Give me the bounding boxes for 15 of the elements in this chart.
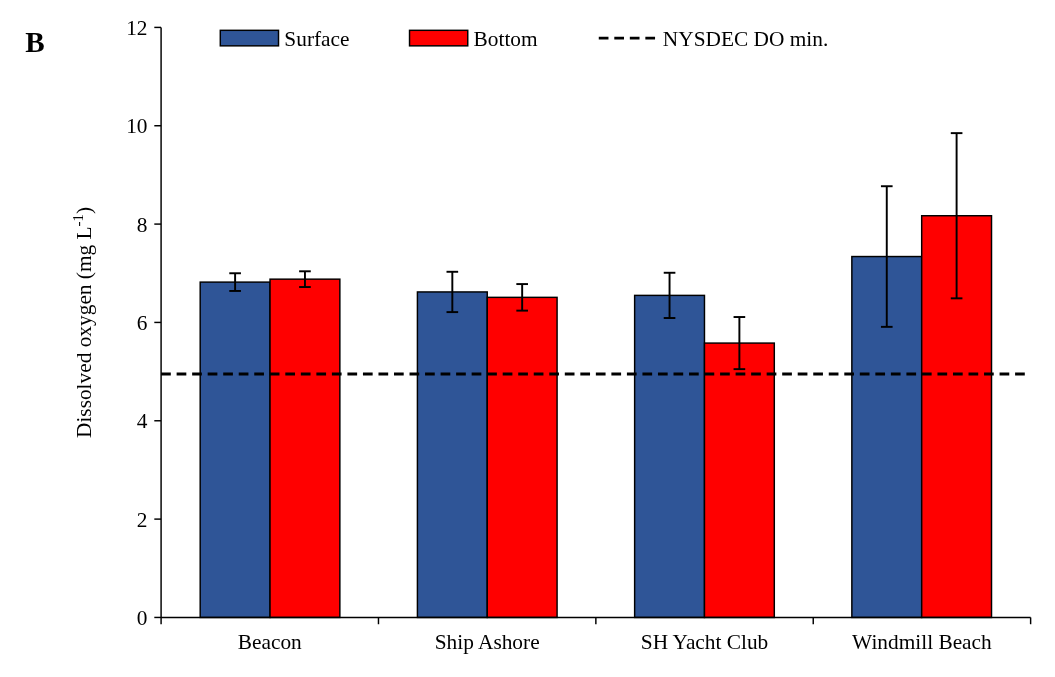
chart-title: B	[25, 25, 45, 58]
y-tick-label: 10	[126, 114, 148, 139]
x-tick-label: SH Yacht Club	[640, 630, 769, 655]
x-tick-label: Ship Ashore	[434, 630, 540, 655]
x-tick-label: Windmill Beach	[852, 630, 993, 655]
y-tick-label: 8	[136, 212, 148, 237]
y-tick-label: 2	[136, 507, 148, 532]
legend-label: Surface	[284, 26, 350, 51]
legend-label: Bottom	[473, 26, 539, 51]
y-tick-label: 0	[136, 605, 148, 630]
y-tick-label: 12	[126, 15, 148, 40]
y-tick-label: 6	[136, 310, 148, 335]
legend-label: NYSDEC DO min.	[662, 26, 829, 51]
y-tick-label: 4	[136, 409, 148, 434]
x-tick-label: Beacon	[237, 630, 303, 655]
